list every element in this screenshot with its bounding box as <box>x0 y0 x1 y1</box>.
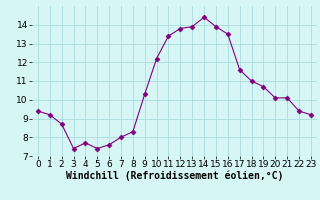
X-axis label: Windchill (Refroidissement éolien,°C): Windchill (Refroidissement éolien,°C) <box>66 171 283 181</box>
